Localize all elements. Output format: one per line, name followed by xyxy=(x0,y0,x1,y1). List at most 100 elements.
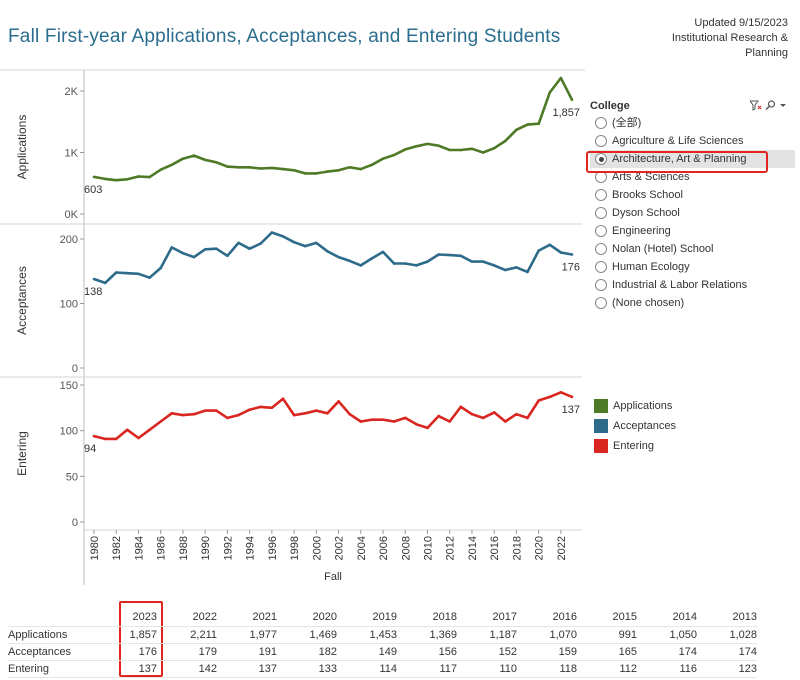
dropdown-arrow-icon[interactable] xyxy=(779,100,787,111)
radio-button[interactable] xyxy=(595,225,607,237)
table-corner xyxy=(8,608,108,627)
table-column-header[interactable]: 2015 xyxy=(577,608,637,627)
table-row: Applications 1,857 2,211 1,977 1,469 1,453 1,3… xyxy=(8,626,757,644)
table-column-header[interactable]: 2019 xyxy=(337,608,397,627)
y-tick-label: 50 xyxy=(66,471,78,483)
data-point xyxy=(359,167,363,171)
table-cell: 165 xyxy=(577,643,637,661)
table-column-header[interactable]: 2014 xyxy=(637,608,697,627)
series-line xyxy=(93,391,573,441)
x-tick-label: 2022 xyxy=(556,536,568,560)
data-point xyxy=(370,257,374,260)
filter-option[interactable]: Dyson School xyxy=(590,204,795,222)
filter-option[interactable]: Arts & Sciences xyxy=(590,168,795,186)
x-tick-label: 1992 xyxy=(222,536,234,560)
table-column-header[interactable]: 2023 xyxy=(108,608,157,627)
clear-filter-icon[interactable] xyxy=(749,100,762,111)
table-column-header[interactable]: 2022 xyxy=(157,608,217,627)
table-cell: 991 xyxy=(577,626,637,644)
radio-button[interactable] xyxy=(595,117,607,129)
filter-option[interactable]: (全部) xyxy=(590,114,795,132)
data-point xyxy=(181,413,185,417)
data-point xyxy=(392,420,396,423)
filter-option-label: Nolan (Hotel) School xyxy=(612,243,714,255)
data-point xyxy=(92,277,96,281)
filter-option[interactable]: (None chosen) xyxy=(590,294,795,312)
data-point xyxy=(270,406,274,410)
legend-item[interactable]: Applications xyxy=(594,398,676,418)
table-column-header[interactable]: 2016 xyxy=(517,608,577,627)
data-point xyxy=(470,260,474,263)
data-point xyxy=(159,420,162,423)
radio-button[interactable] xyxy=(595,171,607,183)
x-tick-label: 2000 xyxy=(311,536,323,560)
filter-option[interactable]: Agriculture & Life Sciences xyxy=(590,132,795,150)
data-point xyxy=(492,264,496,267)
x-tick-label: 1990 xyxy=(200,536,212,560)
college-filter: College (全部) Agriculture & Life Sciences A… xyxy=(590,100,795,312)
data-point xyxy=(92,175,96,179)
table-cell: 1,453 xyxy=(337,626,397,644)
series-line xyxy=(93,76,574,182)
table-cell: 137 xyxy=(108,660,157,678)
filter-option[interactable]: Human Ecology xyxy=(590,258,795,276)
data-point xyxy=(537,399,540,402)
radio-button[interactable] xyxy=(595,189,607,201)
data-point xyxy=(459,254,463,258)
filter-option[interactable]: Industrial & Labor Relations xyxy=(590,276,795,294)
x-tick-label: 2020 xyxy=(534,536,546,560)
data-point xyxy=(515,128,518,132)
radio-button[interactable] xyxy=(595,153,607,165)
x-tick-label: 2012 xyxy=(445,536,457,560)
data-point xyxy=(559,76,563,80)
data-point xyxy=(459,405,463,409)
data-point xyxy=(415,423,418,426)
data-point xyxy=(281,235,285,238)
data-point xyxy=(437,253,440,256)
line-chart: Applications 0K 1K 2K 603 1,857 Acceptances 0 10… xyxy=(0,69,585,585)
x-tick-label: 1980 xyxy=(89,536,101,560)
data-point xyxy=(504,420,507,423)
radio-button[interactable] xyxy=(595,135,607,147)
radio-button[interactable] xyxy=(595,279,607,291)
data-point xyxy=(103,281,107,285)
data-point xyxy=(303,172,307,175)
data-point xyxy=(292,413,296,417)
table-cell: 133 xyxy=(277,660,337,678)
table-row-label: Entering xyxy=(8,660,108,678)
table-cell: 174 xyxy=(637,643,697,661)
search-icon[interactable] xyxy=(765,100,776,111)
table-column-header[interactable]: 2021 xyxy=(217,608,277,627)
table-column-header[interactable]: 2017 xyxy=(457,608,517,627)
legend-item[interactable]: Entering xyxy=(594,438,676,458)
data-point xyxy=(192,412,196,416)
radio-button[interactable] xyxy=(595,261,607,273)
data-point xyxy=(459,148,463,152)
table-cell: 1,469 xyxy=(277,626,337,644)
table-column-header[interactable]: 2013 xyxy=(697,608,757,627)
table-cell: 152 xyxy=(457,643,517,661)
data-point xyxy=(170,412,174,415)
data-point xyxy=(348,259,352,263)
x-tick-label: 1988 xyxy=(178,536,190,560)
data-point xyxy=(281,397,285,401)
table-column-header[interactable]: 2018 xyxy=(397,608,457,627)
data-point xyxy=(270,231,274,234)
data-point xyxy=(292,240,296,244)
table-column-header[interactable]: 2020 xyxy=(277,608,337,627)
table-cell: 156 xyxy=(397,643,457,661)
x-tick-label: 2008 xyxy=(400,536,412,560)
filter-option[interactable]: Brooks School xyxy=(590,186,795,204)
radio-button[interactable] xyxy=(595,297,607,309)
data-point xyxy=(448,420,452,423)
filter-option[interactable]: Engineering xyxy=(590,222,795,240)
data-point xyxy=(548,395,552,399)
filter-option[interactable]: Nolan (Hotel) School xyxy=(590,240,795,258)
radio-button[interactable] xyxy=(595,207,607,219)
radio-button[interactable] xyxy=(595,243,607,255)
filter-option[interactable]: Architecture, Art & Planning xyxy=(590,150,795,168)
y-tick-label: 100 xyxy=(60,426,78,438)
legend-item[interactable]: Acceptances xyxy=(594,418,676,438)
data-point xyxy=(126,428,129,432)
data-point xyxy=(426,142,429,146)
